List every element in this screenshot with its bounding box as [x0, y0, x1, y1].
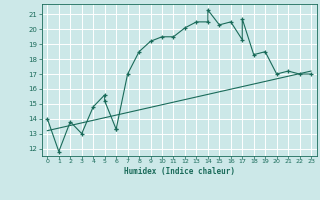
X-axis label: Humidex (Indice chaleur): Humidex (Indice chaleur) — [124, 167, 235, 176]
